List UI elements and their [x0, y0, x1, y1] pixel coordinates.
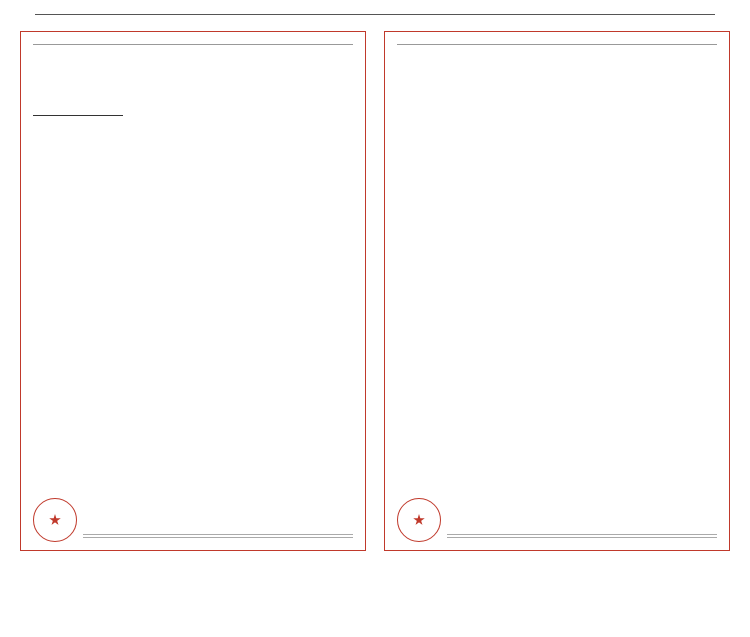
footer-address-en — [447, 537, 717, 540]
page-header — [0, 0, 750, 31]
footer-address-en — [83, 537, 353, 540]
signature-block — [33, 111, 353, 119]
report-footer — [397, 498, 717, 542]
stamp-icon — [397, 498, 441, 542]
sgs-logo — [397, 42, 717, 45]
footer-text — [447, 531, 717, 542]
sgs-logo — [33, 42, 353, 45]
stamp-icon — [33, 498, 77, 542]
report-footer — [33, 498, 353, 542]
reports-container — [0, 31, 750, 551]
footer-text — [83, 531, 353, 542]
report-page-2 — [384, 31, 730, 551]
signature-line — [33, 115, 123, 116]
report-page-1 — [20, 31, 366, 551]
header-divider — [35, 14, 715, 15]
